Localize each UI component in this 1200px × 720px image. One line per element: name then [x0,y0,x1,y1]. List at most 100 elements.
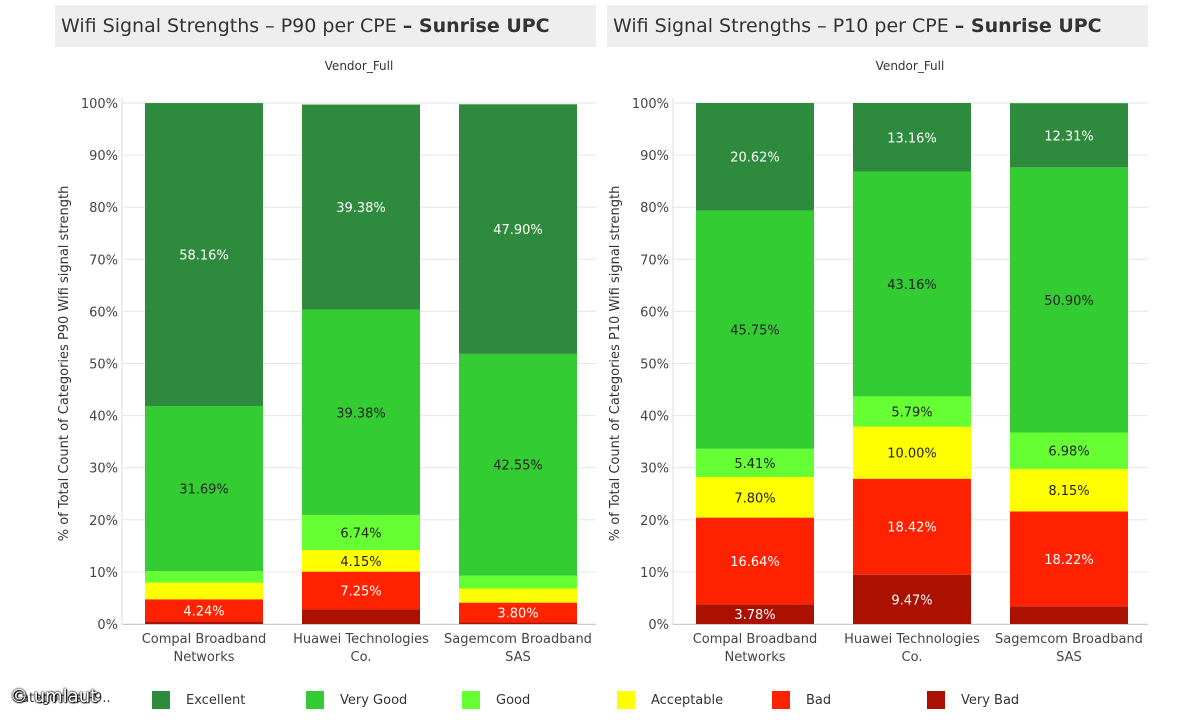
legend-item-bad[interactable]: Bad [772,689,831,711]
bar-segment-acceptable [459,588,577,603]
data-label: 8.15% [1048,484,1089,499]
bar-segment-good [696,448,814,477]
y-axis-title: % of Total Count of Categories P10 Wifi … [608,186,623,542]
column-header: Vendor_Full [876,59,945,73]
data-label: 4.15% [340,555,381,570]
bar-segment-excellent [696,103,814,211]
data-label: 39.38% [336,201,386,216]
bar-segment-bad [1010,511,1128,607]
legend-item-excellent[interactable]: Excellent [152,689,245,711]
bar-segment-bad [459,602,577,623]
bar-segment-acceptable [145,582,263,600]
x-tick-label: Co. [351,650,372,665]
data-label: 3.80% [497,607,538,622]
y-tick-label: 20% [89,514,118,529]
bar-segment-acceptable [1010,468,1128,512]
data-label: 42.55% [493,459,543,474]
bar-segment-excellent [459,104,577,354]
legend-item-very-bad[interactable]: Very Bad [927,689,1019,711]
y-tick-label: 100% [632,97,669,112]
bar-segment-excellent [302,104,420,310]
data-label: 6.98% [1048,445,1089,460]
data-label: 43.16% [887,278,937,293]
y-tick-label: 100% [81,97,118,112]
legend-swatch-bad [772,691,790,709]
bar-segment-very-good [145,406,263,572]
legend-swatch-very-bad [927,691,945,709]
y-tick-label: 50% [89,358,118,373]
bar-segment-very-bad [145,621,263,624]
bar-segment-acceptable [302,550,420,572]
x-tick-label: Huawei Technologies [844,632,980,647]
data-label: 6.74% [340,526,381,541]
data-label: 50.90% [1044,294,1094,309]
x-tick-label: Co. [902,650,923,665]
legend-item-acceptable[interactable]: Acceptable [617,689,723,711]
y-tick-label: 80% [89,201,118,216]
legend-swatch-good [462,691,480,709]
y-axis-title: % of Total Count of Categories P90 Wifi … [57,186,72,542]
bar-segment-bad [853,478,971,575]
legend: Categories P9.. Excellent Very Good Good… [0,689,1200,713]
legend-label-excellent: Excellent [186,692,246,708]
legend-label-acceptable: Acceptable [651,692,724,708]
bar-segment-very-bad [696,604,814,624]
y-tick-label: 30% [640,462,669,477]
legend-label-bad: Bad [806,692,832,708]
legend-swatch-excellent [152,691,170,709]
bar-segment-bad [145,599,263,622]
bar-segment-excellent [1010,103,1128,168]
legend-swatch-very-good [306,691,324,709]
data-label: 47.90% [493,223,543,238]
bar-segment-acceptable [853,426,971,479]
bar-segment-good [853,396,971,427]
bar-segment-good [459,575,577,589]
bar-segment-very-good [302,309,420,515]
x-tick-label: Networks [173,650,234,665]
legend-label-very-good: Very Good [340,692,408,708]
y-tick-label: 50% [640,358,669,373]
y-tick-label: 70% [89,253,118,268]
legend-item-good[interactable]: Good [462,689,530,711]
bar-segment-acceptable [696,476,814,518]
x-tick-label: Huawei Technologies [293,632,429,647]
bar-segment-very-good [696,210,814,449]
data-label: 4.24% [183,604,224,619]
legend-swatch-acceptable [617,691,635,709]
y-tick-label: 40% [89,410,118,425]
y-tick-label: 90% [640,149,669,164]
x-tick-label: SAS [505,650,531,665]
data-label: 16.64% [730,555,780,570]
bar-segment-very-bad [302,609,420,624]
y-tick-label: 0% [97,618,118,633]
bar-segment-good [1010,432,1128,469]
data-label: 31.69% [179,483,229,498]
bar-segment-very-bad [1010,606,1128,624]
bar-segment-bad [302,571,420,610]
x-tick-label: Compal Broadband [693,632,818,647]
bar-segment-very-bad [459,622,577,624]
data-label: 45.75% [730,324,780,339]
data-label: 18.22% [1044,553,1094,568]
data-label: 58.16% [179,249,229,264]
bar-segment-bad [696,517,814,605]
data-label: 7.25% [340,585,381,600]
bar-segment-very-bad [853,574,971,624]
y-tick-label: 10% [640,566,669,581]
legend-label-good: Good [496,692,531,708]
y-tick-label: 30% [89,462,118,477]
y-tick-label: 90% [89,149,118,164]
legend-item-very-good[interactable]: Very Good [306,689,407,711]
data-label: 18.42% [887,521,937,536]
data-label: 5.79% [891,406,932,421]
data-label: 10.00% [887,447,937,462]
x-tick-label: Networks [724,650,785,665]
bar-segment-good [145,571,263,583]
y-tick-label: 60% [640,305,669,320]
chart-title-p10: Wifi Signal Strengths – P10 per CPE – Su… [607,5,1148,47]
column-header: Vendor_Full [325,59,394,73]
y-tick-label: 0% [648,618,669,633]
data-label: 9.47% [891,593,932,608]
y-tick-label: 40% [640,410,669,425]
